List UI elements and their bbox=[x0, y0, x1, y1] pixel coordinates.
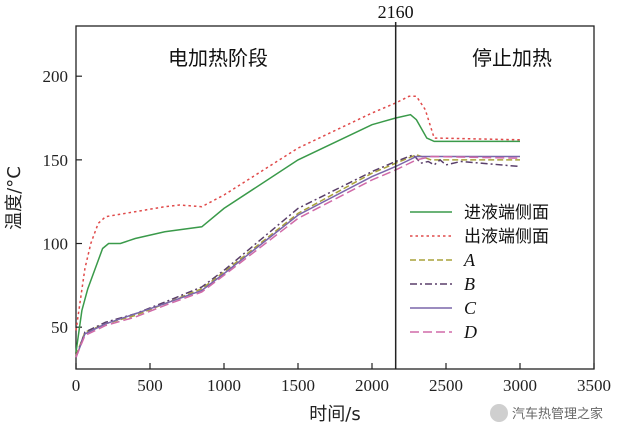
series-line-6 bbox=[75, 155, 521, 358]
x-tick-label-2500: 2500 bbox=[429, 376, 463, 395]
x-tick-label-1000: 1000 bbox=[207, 376, 241, 395]
plot-frame bbox=[75, 25, 595, 370]
y-tick-label-150: 150 bbox=[43, 151, 69, 170]
x-tick-label-0: 0 bbox=[72, 376, 81, 395]
y-tick-label-50: 50 bbox=[51, 318, 68, 337]
x-axis-label: 时间/s bbox=[309, 404, 360, 425]
legend-label-1: 进液端侧面 bbox=[464, 203, 549, 223]
x-tick-label-1500: 1500 bbox=[281, 376, 315, 395]
y-tick-label-200: 200 bbox=[43, 67, 69, 86]
series-line-3 bbox=[75, 153, 520, 356]
watermark: 汽车热管理之家 bbox=[489, 403, 603, 422]
x-tick-label-2000: 2000 bbox=[355, 376, 389, 395]
series-line-1 bbox=[75, 113, 520, 353]
x-tick-label-3500: 3500 bbox=[577, 376, 611, 395]
series-line-5 bbox=[75, 155, 520, 358]
wechat-icon bbox=[489, 403, 508, 422]
axis-ticks: 0 500 1000 1500 2000 2500 3000 3500 50 100 150 200 bbox=[43, 67, 612, 395]
y-axis-label: 温度/°C bbox=[4, 166, 25, 230]
series-layer bbox=[75, 95, 521, 358]
series-line-4 bbox=[75, 153, 521, 358]
legend-label-2: 出液端侧面 bbox=[464, 227, 549, 247]
watermark-text: 汽车热管理之家 bbox=[511, 407, 603, 422]
x-tick-label-3000: 3000 bbox=[503, 376, 537, 395]
marker-label: 2160 bbox=[378, 2, 414, 22]
x-tick-label-500: 500 bbox=[137, 376, 163, 395]
phase-label-stop: 停止加热 bbox=[472, 46, 552, 70]
legend-label-5: C bbox=[464, 298, 477, 318]
phase-label-heating: 电加热阶段 bbox=[168, 46, 268, 70]
legend-label-4: B bbox=[464, 274, 475, 294]
y-tick-label-100: 100 bbox=[43, 235, 69, 254]
legend-label-3: A bbox=[463, 250, 476, 270]
legend-label-6: D bbox=[463, 322, 477, 342]
series-line-2 bbox=[75, 95, 521, 331]
